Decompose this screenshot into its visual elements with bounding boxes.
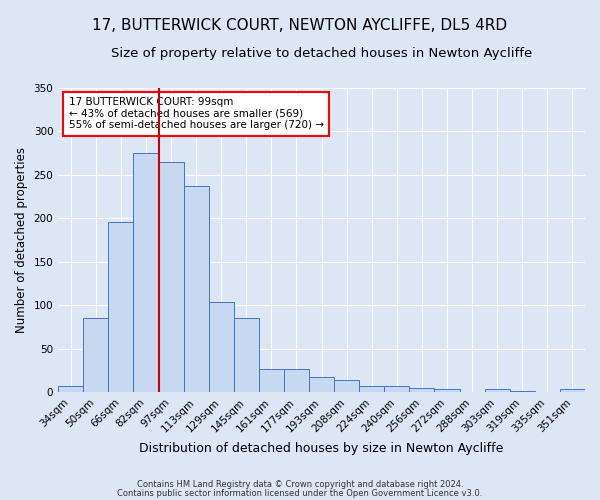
Bar xyxy=(385,386,409,392)
Bar xyxy=(234,318,259,392)
Bar xyxy=(334,380,359,392)
Bar xyxy=(184,186,209,392)
Bar xyxy=(485,390,510,392)
Text: Contains public sector information licensed under the Open Government Licence v3: Contains public sector information licen… xyxy=(118,490,482,498)
Bar xyxy=(434,390,460,392)
Y-axis label: Number of detached properties: Number of detached properties xyxy=(15,147,28,333)
Bar xyxy=(510,391,535,392)
Bar xyxy=(158,162,184,392)
Bar xyxy=(209,302,234,392)
Bar xyxy=(83,318,109,392)
Bar xyxy=(409,388,434,392)
Title: Size of property relative to detached houses in Newton Aycliffe: Size of property relative to detached ho… xyxy=(111,48,532,60)
Text: Contains HM Land Registry data © Crown copyright and database right 2024.: Contains HM Land Registry data © Crown c… xyxy=(137,480,463,489)
Bar xyxy=(284,370,309,392)
Bar xyxy=(58,386,83,392)
Bar xyxy=(109,222,133,392)
Bar xyxy=(133,153,158,392)
Bar xyxy=(560,390,585,392)
X-axis label: Distribution of detached houses by size in Newton Aycliffe: Distribution of detached houses by size … xyxy=(139,442,504,455)
Bar xyxy=(359,386,385,392)
Text: 17, BUTTERWICK COURT, NEWTON AYCLIFFE, DL5 4RD: 17, BUTTERWICK COURT, NEWTON AYCLIFFE, D… xyxy=(92,18,508,32)
Bar xyxy=(309,377,334,392)
Bar xyxy=(259,370,284,392)
Text: 17 BUTTERWICK COURT: 99sqm
← 43% of detached houses are smaller (569)
55% of sem: 17 BUTTERWICK COURT: 99sqm ← 43% of deta… xyxy=(69,97,324,130)
